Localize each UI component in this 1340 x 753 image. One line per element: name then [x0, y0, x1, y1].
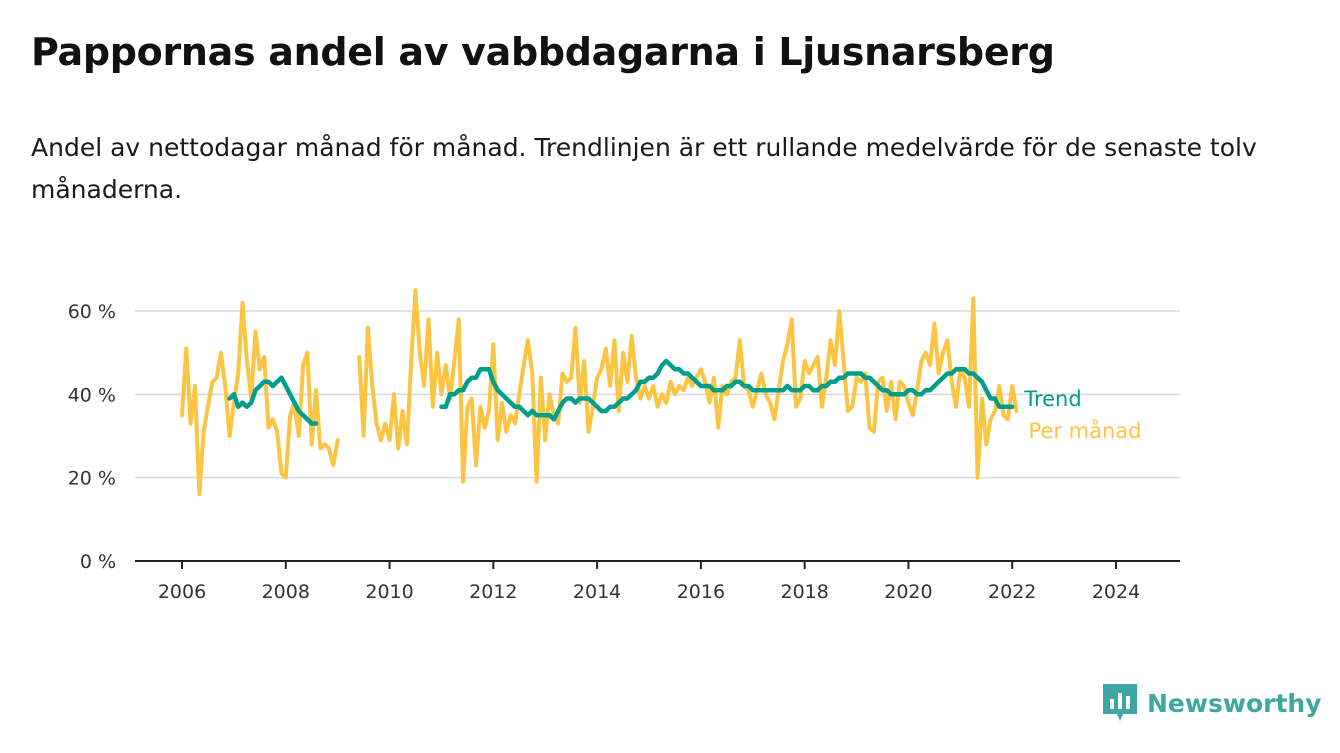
- x-axis: 2006 2008 2010 2012 2014 2016 2018 2020 2022 2024: [135, 560, 1180, 603]
- chart-subtitle: Andel av nettodagar månad för månad. Tre…: [31, 133, 1257, 204]
- y-tick-label: 60 %: [68, 301, 116, 323]
- y-tick-label: 20 %: [68, 468, 116, 490]
- x-tick-label: 2006: [158, 581, 206, 603]
- x-tick-label: 2010: [365, 581, 413, 603]
- legend-label-per-manad: Per månad: [1029, 418, 1142, 443]
- series-line-per-manad: [180, 288, 1019, 497]
- y-axis-labels: 0 % 20 % 40 % 60 %: [68, 301, 116, 573]
- legend: Per månad Trend: [1023, 387, 1141, 443]
- x-tick-label: 2018: [780, 581, 828, 603]
- y-tick-label: 40 %: [68, 384, 116, 406]
- x-tick-label: 2020: [884, 581, 932, 603]
- x-tick-label: 2016: [677, 581, 725, 603]
- x-tick-label: 2012: [469, 581, 517, 603]
- x-tick-label: 2022: [988, 581, 1036, 603]
- chart-title: Pappornas andel av vabbdagarna i Ljusnar…: [31, 30, 1055, 74]
- brand-name: Newsworthy: [1147, 688, 1322, 718]
- legend-label-trend: Trend: [1023, 387, 1081, 411]
- series-line-trend: [227, 358, 1015, 426]
- brand-logo: Newsworthy: [1103, 684, 1322, 722]
- newsworthy-logo-icon: [1103, 684, 1137, 721]
- series-lines: [180, 288, 1019, 497]
- x-tick-label: 2008: [262, 581, 310, 603]
- y-tick-label: 0 %: [80, 551, 116, 573]
- x-tick-label: 2014: [573, 581, 621, 603]
- x-tick-label: 2024: [1092, 581, 1140, 603]
